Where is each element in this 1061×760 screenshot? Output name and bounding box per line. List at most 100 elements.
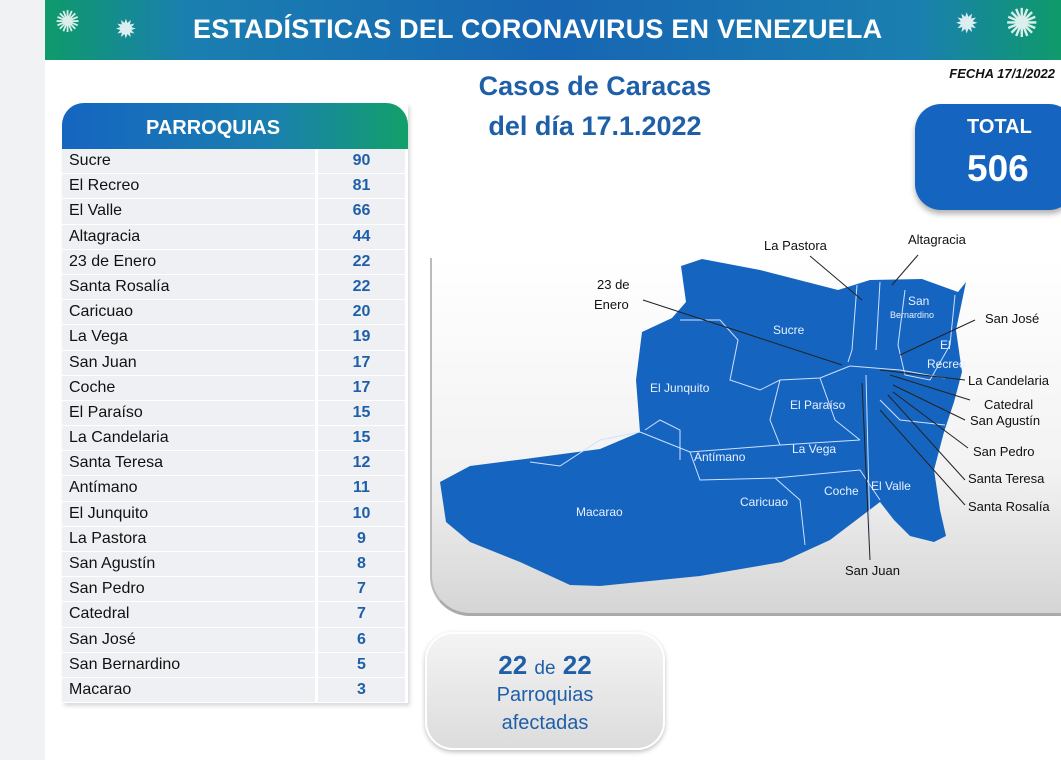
map-label: El xyxy=(940,338,951,352)
table-row: Altagracia 44 xyxy=(62,224,408,250)
parish-name: 23 de Enero xyxy=(62,249,315,274)
map-label: El Valle xyxy=(871,479,911,493)
map-label: San José xyxy=(985,311,1040,326)
map-label: La Vega xyxy=(792,442,837,456)
subtitle-line1: Casos de Caracas xyxy=(478,71,712,101)
parish-name: San Agustín xyxy=(62,552,315,577)
parish-name: El Valle xyxy=(62,199,315,224)
parish-name: El Recreo xyxy=(62,174,315,199)
case-count: 44 xyxy=(318,224,405,249)
side-strip xyxy=(0,0,45,760)
header-banner: ✺ ✹ ESTADÍSTICAS DEL CORONAVIRUS EN VENE… xyxy=(45,0,1061,60)
map-label: San Pedro xyxy=(973,444,1035,459)
date-label: FECHA 17/1/2022 xyxy=(949,66,1055,81)
parish-name: San Juan xyxy=(62,350,315,375)
parish-name: Catedral xyxy=(62,602,315,627)
total-parishes: 22 xyxy=(562,650,592,680)
table-row: San Pedro 7 xyxy=(62,577,408,603)
parish-name: Macarao xyxy=(62,677,315,703)
map-label: Caricuao xyxy=(740,495,789,509)
parish-name: San Pedro xyxy=(62,577,315,602)
table-row: La Pastora 9 xyxy=(62,526,408,552)
parish-name: San Bernardino xyxy=(62,652,315,677)
case-count: 19 xyxy=(318,325,405,350)
total-label: TOTAL xyxy=(967,116,1032,138)
table-row: Coche 17 xyxy=(62,375,408,401)
parish-name: El Paraíso xyxy=(62,400,315,426)
table-header: PARROQUIAS xyxy=(62,103,408,149)
case-count: 6 xyxy=(318,627,405,652)
parish-name: Antímano xyxy=(62,476,315,501)
map-label: Bernardino xyxy=(890,310,935,320)
table-row: Macarao 3 xyxy=(62,677,408,704)
map-label: Coche xyxy=(824,484,859,498)
parish-borders xyxy=(529,281,956,546)
virus-icon: ✺ xyxy=(55,6,81,39)
case-count: 11 xyxy=(318,476,405,501)
case-count: 22 xyxy=(318,249,405,274)
case-count: 90 xyxy=(318,149,405,174)
table-row: Caricuao 20 xyxy=(62,300,408,326)
table-row: El Paraíso 15 xyxy=(62,400,408,427)
table-row: Catedral 7 xyxy=(62,602,408,628)
case-count: 12 xyxy=(318,451,405,476)
map-label: San xyxy=(908,294,930,308)
virus-icon: ✹ xyxy=(115,14,137,44)
table-row: La Vega 19 xyxy=(62,325,408,351)
map-label: Enero xyxy=(594,297,629,312)
case-count: 8 xyxy=(318,552,405,577)
case-count: 66 xyxy=(318,199,405,224)
parish-name: La Vega xyxy=(62,325,315,350)
of-label: de xyxy=(534,658,556,679)
parish-name: San José xyxy=(62,627,315,652)
table-row: El Valle 66 xyxy=(62,199,408,225)
parish-name: Santa Rosalía xyxy=(62,274,315,300)
case-count: 15 xyxy=(318,400,405,426)
map-label: Santa Rosalía xyxy=(968,499,1050,514)
map-label: Altagracia xyxy=(908,232,966,247)
total-box: TOTAL 506 xyxy=(915,104,1061,210)
badge-line2: afectadas xyxy=(501,712,589,734)
map-label: Sucre xyxy=(773,323,805,337)
table-row: Sucre 90 xyxy=(62,149,408,175)
parish-name: Coche xyxy=(62,375,315,400)
table-row: 23 de Enero 22 xyxy=(62,249,408,275)
table-row: Santa Teresa 12 xyxy=(62,451,408,477)
parish-name: La Candelaria xyxy=(62,426,315,451)
case-count: 15 xyxy=(318,426,405,451)
badge-line1: Parroquias xyxy=(496,684,594,706)
map-label: Catedral xyxy=(984,397,1034,412)
map-label: Macarao xyxy=(576,505,623,519)
table-row: La Candelaria 15 xyxy=(62,426,408,452)
map-label: San Agustín xyxy=(970,413,1041,428)
parish-name: Caricuao xyxy=(62,300,315,325)
map-label: Recreo xyxy=(927,357,966,371)
parish-name: Altagracia xyxy=(62,224,315,249)
table-row: El Junquito 10 xyxy=(62,501,408,527)
total-value: 506 xyxy=(967,148,1029,189)
case-count: 17 xyxy=(318,375,405,400)
parish-name: Sucre xyxy=(62,149,315,174)
table-row: Antímano 11 xyxy=(62,476,408,502)
subtitle: Casos de Caracas del día 17.1.2022 xyxy=(440,66,750,146)
map-region xyxy=(440,259,966,586)
map-label: El Paraíso xyxy=(790,398,846,412)
map-label: San Juan xyxy=(845,563,900,578)
map-label: La Pastora xyxy=(764,238,827,253)
table-row: El Recreo 81 xyxy=(62,174,408,200)
case-count: 17 xyxy=(318,350,405,375)
case-count: 3 xyxy=(318,677,405,703)
parroquias-table: PARROQUIAS Sucre 90 El Recreo 81 El Valle 66 A… xyxy=(62,103,408,704)
table-row: San José 6 xyxy=(62,627,408,653)
table-row: San Juan 17 xyxy=(62,350,408,376)
table-row: Santa Rosalía 22 xyxy=(62,274,408,301)
table-row: San Bernardino 5 xyxy=(62,652,408,678)
table-row: San Agustín 8 xyxy=(62,552,408,578)
case-count: 81 xyxy=(318,174,405,199)
case-count: 7 xyxy=(318,577,405,602)
map-label: Antímano xyxy=(694,450,746,464)
case-count: 7 xyxy=(318,602,405,627)
map-label: El Junquito xyxy=(650,381,710,395)
case-count: 22 xyxy=(318,274,405,300)
